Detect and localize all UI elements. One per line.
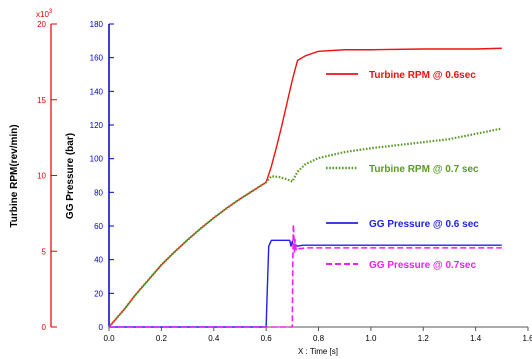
pressure-tick-label: 120	[90, 121, 104, 130]
legend-label-1: Turbine RPM @ 0.6sec	[369, 70, 476, 81]
rpm-axis-multiplier: x103	[36, 9, 53, 19]
rpm-ticks: 0 5 10 15 20	[37, 20, 57, 332]
x-tick-label: 0.0	[103, 334, 115, 343]
legend-label-3: GG Pressure @ 0.6 sec	[369, 219, 479, 230]
legend: Turbine RPM @ 0.6sec Turbine RPM @ 0.7 se…	[326, 70, 479, 271]
pressure-tick-label: 180	[90, 20, 104, 29]
pressure-tick-label: 100	[90, 155, 104, 164]
pressure-tick-label: 20	[94, 289, 103, 298]
x-tick-label: 1.4	[470, 334, 482, 343]
rpm-tick-label: 10	[37, 172, 46, 181]
x-tick-label: 1.0	[365, 334, 377, 343]
pressure-axis: 0 20 40 60 80 100 120 140 160 180 GG Pressure (ba…	[65, 20, 114, 332]
pressure-tick-label: 60	[94, 222, 103, 231]
x-tick-label: 1.6	[522, 334, 532, 343]
rpm-tick-label: 5	[42, 247, 47, 256]
series-line-1	[108, 47, 502, 328]
pressure-tick-label: 0	[99, 323, 104, 332]
pressure-ticks: 0 20 40 60 80 100 120 140 160 180	[90, 20, 114, 332]
rpm-axis-multiplier-exponent: 3	[49, 9, 53, 15]
rpm-tick-label: 20	[37, 20, 46, 29]
pressure-tick-label: 140	[90, 87, 104, 96]
x-ticks: 0.0 0.2 0.4 0.6 0.8 1.0 1.2 1.4 1.6	[103, 327, 532, 343]
rpm-axis-label: Turbine RPM(rev/min)	[9, 124, 20, 227]
series-line-4	[109, 223, 502, 328]
x-axis-label: X : Time [s]	[298, 347, 338, 356]
legend-label-4: GG Pressure @ 0.7sec	[369, 260, 476, 271]
pressure-tick-label: 40	[94, 256, 103, 265]
x-tick-label: 0.2	[156, 334, 168, 343]
x-tick-label: 1.2	[418, 334, 430, 343]
x-tick-label: 0.4	[208, 334, 220, 343]
x-tick-label: 0.8	[313, 334, 325, 343]
series-layer	[108, 47, 503, 328]
x-tick-label: 0.6	[261, 334, 273, 343]
x-axis: 0.0 0.2 0.4 0.6 0.8 1.0 1.2 1.4 1.6 X : Time [s]	[103, 326, 532, 356]
rpm-axis-multiplier-base: x10	[36, 10, 49, 19]
rpm-tick-label: 0	[42, 323, 47, 332]
series-line-3	[109, 239, 502, 328]
rpm-tick-label: 15	[37, 96, 46, 105]
rpm-axis: 0 5 10 15 20 x103 Turbine RPM(rev/min)	[9, 9, 57, 332]
pressure-axis-label: GG Pressure (bar)	[65, 133, 76, 219]
series-line-2	[108, 127, 503, 328]
pressure-tick-label: 80	[94, 188, 103, 197]
legend-label-2: Turbine RPM @ 0.7 sec	[369, 164, 479, 175]
pressure-tick-label: 160	[90, 54, 104, 63]
